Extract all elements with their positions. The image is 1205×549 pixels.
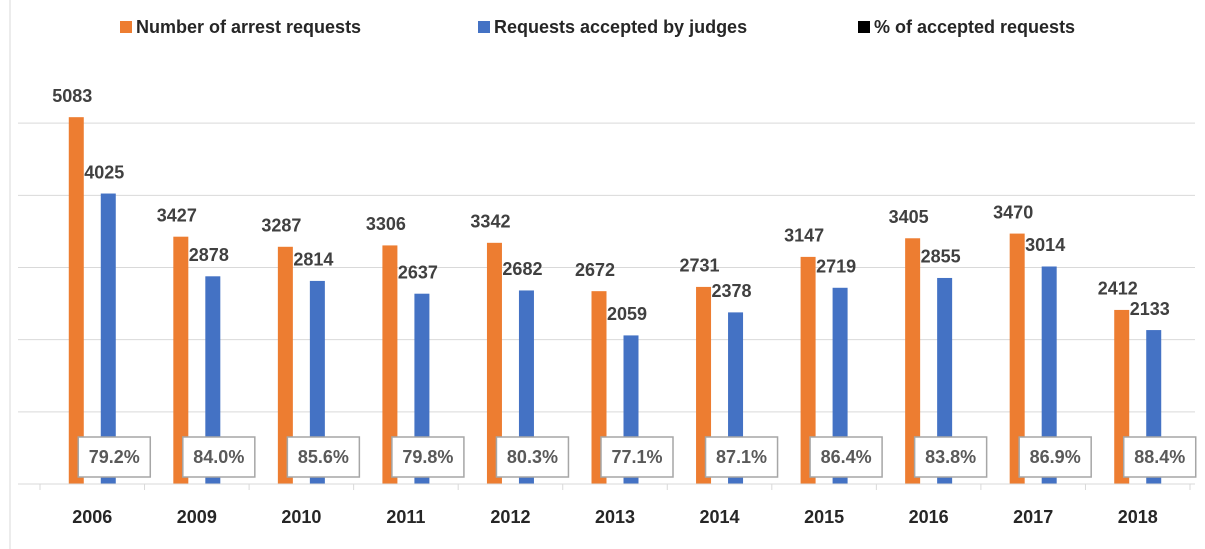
value-label: 2059	[607, 304, 647, 324]
value-label: 3014	[1025, 235, 1065, 255]
legend-swatch	[858, 21, 870, 33]
x-tick-label: 2017	[1013, 507, 1053, 527]
x-tick-label: 2018	[1118, 507, 1158, 527]
bar	[832, 287, 848, 484]
value-label: 2637	[398, 262, 438, 282]
percent-label: 79.8%	[402, 447, 453, 467]
value-label: 2855	[921, 247, 961, 267]
percent-box	[704, 436, 779, 478]
value-label: 2378	[712, 281, 752, 301]
bar	[518, 290, 534, 484]
percent-label: 87.1%	[716, 447, 767, 467]
value-label: 3287	[261, 216, 301, 236]
value-label: 3470	[993, 202, 1033, 222]
value-label: 2731	[680, 256, 720, 276]
legend-label: % of accepted requests	[874, 17, 1075, 37]
bar	[800, 256, 816, 484]
bar	[100, 193, 116, 484]
value-label: 2719	[816, 257, 856, 277]
percent-box	[600, 436, 674, 478]
percent-label: 88.4%	[1134, 447, 1185, 467]
bar	[205, 276, 221, 484]
bar	[1041, 266, 1057, 484]
x-tick-label: 2013	[595, 507, 635, 527]
percent-label: 77.1%	[611, 447, 662, 467]
percent-box	[77, 436, 152, 478]
x-tick-label: 2014	[700, 507, 740, 527]
x-tick-label: 2012	[490, 507, 530, 527]
bar	[905, 238, 921, 484]
x-tick-label: 2016	[909, 507, 949, 527]
bar	[68, 117, 84, 485]
legend-swatch	[120, 21, 132, 33]
value-label: 2682	[502, 259, 542, 279]
percent-box	[1122, 436, 1197, 478]
percent-label: 83.8%	[925, 447, 976, 467]
percent-box	[391, 436, 465, 478]
value-label: 3405	[889, 207, 929, 227]
percent-box	[913, 436, 988, 478]
percent-box	[182, 436, 256, 478]
value-label: 2133	[1130, 299, 1170, 319]
x-tick-label: 2009	[177, 507, 217, 527]
x-tick-label: 2015	[804, 507, 844, 527]
percent-label: 86.9%	[1030, 447, 1081, 467]
x-tick-label: 2010	[281, 507, 321, 527]
x-tick-label: 2006	[72, 507, 112, 527]
bar	[382, 245, 398, 484]
bar	[696, 286, 712, 484]
percent-label: 79.2%	[89, 447, 140, 467]
bar	[173, 236, 189, 484]
value-label: 3147	[784, 226, 824, 246]
percent-box	[495, 436, 570, 478]
bar	[1009, 233, 1025, 484]
legend-swatch	[478, 21, 490, 33]
percent-box	[1018, 436, 1092, 478]
percent-label: 84.0%	[193, 447, 244, 467]
value-label: 3427	[157, 205, 197, 225]
value-label: 2412	[1098, 279, 1138, 299]
value-label: 2878	[189, 245, 229, 265]
percent-label: 85.6%	[298, 447, 349, 467]
value-label: 2672	[575, 260, 615, 280]
bar	[937, 277, 953, 484]
percent-label: 86.4%	[821, 447, 872, 467]
value-label: 4025	[84, 162, 124, 182]
percent-box	[286, 436, 361, 478]
x-tick-label: 2011	[386, 507, 425, 527]
value-label: 3342	[470, 212, 510, 232]
legend-label: Number of arrest requests	[136, 17, 361, 37]
value-label: 3306	[366, 214, 406, 234]
percent-box	[809, 436, 883, 478]
bar	[591, 291, 607, 484]
legend-label: Requests accepted by judges	[494, 17, 747, 37]
bar	[309, 280, 325, 484]
value-label: 5083	[52, 86, 92, 106]
value-label: 2814	[293, 250, 333, 270]
bar	[486, 242, 502, 484]
percent-label: 80.3%	[507, 447, 558, 467]
bar	[277, 246, 293, 484]
